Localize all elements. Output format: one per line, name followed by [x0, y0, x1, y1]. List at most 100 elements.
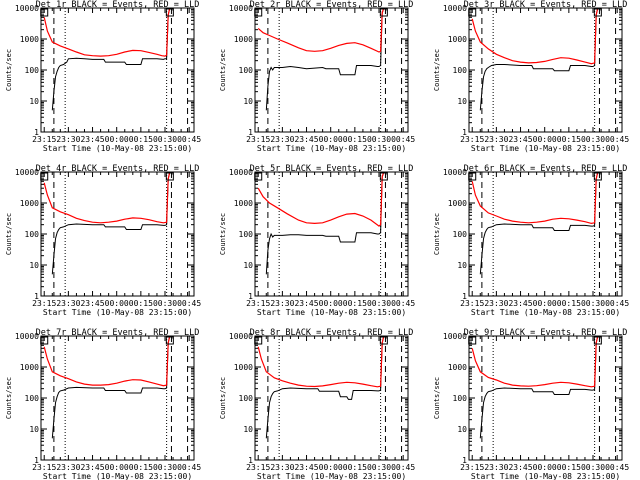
x-axis-label: Start Time (10-May-08 23:15:00) — [43, 472, 192, 480]
x-tick-label: 23:45 — [508, 463, 532, 472]
y-tick-label: 100 — [239, 394, 254, 403]
x-tick-label: 23:15 — [246, 135, 270, 144]
x-tick-label: 00:45 — [605, 463, 629, 472]
y-tick-label: 1000 — [448, 363, 467, 372]
x-axis-label: Start Time (10-May-08 23:15:00) — [257, 308, 406, 317]
events-series-line — [479, 172, 599, 275]
x-tick-label: 00:30 — [367, 463, 391, 472]
panel-title: Det 5r BLACK = Events, RED = LLD — [250, 164, 414, 174]
end-marker — [379, 172, 388, 181]
y-tick-label: 10000 — [443, 332, 467, 341]
events-series-line — [265, 336, 385, 439]
panel-4: 1 10 100 1000 10000 23:15 23:30 23:45 00:00 00:15… — [5, 164, 201, 317]
y-tick-label: 1000 — [234, 363, 253, 372]
x-tick-label: 23:45 — [508, 135, 532, 144]
y-axis-label: Counts/sec — [433, 49, 441, 91]
x-tick-label: 23:30 — [270, 463, 294, 472]
x-tick-label: 00:45 — [605, 299, 629, 308]
x-tick-label: 23:30 — [484, 463, 508, 472]
panel-2: 1 10 100 1000 10000 23:15 23:30 23:45 00:00 00:15… — [219, 0, 415, 153]
y-tick-label: 1 — [248, 292, 253, 301]
x-tick-label: 23:45 — [294, 299, 318, 308]
y-tick-label: 10 — [29, 425, 39, 434]
x-tick-label: 00:30 — [153, 463, 177, 472]
x-tick-label: 23:15 — [32, 299, 56, 308]
panel-title: Det 4r BLACK = Events, RED = LLD — [36, 164, 200, 174]
x-tick-label: 00:45 — [391, 135, 415, 144]
y-tick-label: 1 — [462, 292, 467, 301]
panel-title: Det 6r BLACK = Events, RED = LLD — [464, 164, 628, 174]
y-tick-label: 10000 — [15, 4, 39, 13]
lld-series-line — [257, 336, 385, 388]
y-tick-label: 100 — [25, 394, 40, 403]
x-tick-label: 00:45 — [177, 135, 201, 144]
y-axis-label: Counts/sec — [5, 213, 13, 255]
x-tick-label: 23:30 — [56, 135, 80, 144]
lld-series-line — [43, 172, 171, 224]
x-tick-label: 00:45 — [177, 299, 201, 308]
y-tick-label: 1000 — [448, 35, 467, 44]
x-tick-label: 00:00 — [319, 135, 343, 144]
x-tick-label: 00:15 — [343, 299, 367, 308]
y-axis-label: Counts/sec — [219, 49, 227, 91]
panel-title: Det 1r BLACK = Events, RED = LLD — [36, 0, 200, 10]
x-tick-label: 00:15 — [557, 135, 581, 144]
lld-series-line — [43, 8, 171, 57]
x-tick-label: 00:15 — [129, 135, 153, 144]
x-tick-label: 00:30 — [581, 463, 605, 472]
y-tick-label: 1000 — [20, 363, 39, 372]
x-tick-label: 00:15 — [343, 135, 367, 144]
y-axis-label: Counts/sec — [433, 377, 441, 419]
y-tick-label: 1000 — [20, 35, 39, 44]
y-tick-label: 10000 — [229, 168, 253, 177]
y-axis-label: Counts/sec — [219, 377, 227, 419]
y-axis-label: Counts/sec — [5, 49, 13, 91]
x-tick-label: 23:15 — [32, 463, 56, 472]
y-tick-label: 1 — [34, 456, 39, 465]
x-tick-label: 00:00 — [533, 135, 557, 144]
x-axis-label: Start Time (10-May-08 23:15:00) — [43, 308, 192, 317]
y-tick-label: 10000 — [15, 332, 39, 341]
panel-8: 1 10 100 1000 10000 23:15 23:30 23:45 00:00 00:15… — [219, 328, 415, 480]
x-axis-label: Start Time (10-May-08 23:15:00) — [43, 144, 192, 153]
panel-7: 1 10 100 1000 10000 23:15 23:30 23:45 00:00 00:15… — [5, 328, 201, 480]
y-tick-label: 10000 — [229, 332, 253, 341]
x-tick-label: 00:30 — [581, 135, 605, 144]
x-tick-label: 00:30 — [367, 135, 391, 144]
events-series-line — [479, 8, 599, 111]
x-tick-label: 23:30 — [484, 299, 508, 308]
x-tick-label: 00:30 — [153, 299, 177, 308]
x-tick-label: 23:45 — [80, 463, 104, 472]
x-tick-label: 00:15 — [129, 299, 153, 308]
lld-series-line — [471, 336, 599, 388]
x-tick-label: 00:00 — [319, 463, 343, 472]
x-tick-label: 00:00 — [105, 135, 129, 144]
x-tick-label: 00:15 — [129, 463, 153, 472]
panel-5: 1 10 100 1000 10000 23:15 23:30 23:45 00:00 00:15… — [219, 164, 415, 317]
x-tick-label: 23:30 — [270, 299, 294, 308]
y-tick-label: 10 — [243, 97, 253, 106]
x-tick-label: 00:15 — [557, 299, 581, 308]
panel-title: Det 3r BLACK = Events, RED = LLD — [464, 0, 628, 10]
x-tick-label: 23:45 — [80, 135, 104, 144]
lld-series-line — [257, 8, 385, 53]
x-tick-label: 00:45 — [605, 135, 629, 144]
y-tick-label: 100 — [239, 66, 254, 75]
x-axis-label: Start Time (10-May-08 23:15:00) — [471, 308, 620, 317]
y-tick-label: 10000 — [443, 168, 467, 177]
panel-9: 1 10 100 1000 10000 23:15 23:30 23:45 00:00 00:15… — [433, 328, 629, 480]
y-tick-label: 100 — [453, 394, 468, 403]
x-tick-label: 00:30 — [153, 135, 177, 144]
x-axis-label: Start Time (10-May-08 23:15:00) — [257, 472, 406, 480]
events-series-line — [479, 336, 599, 439]
panel-title: Det 2r BLACK = Events, RED = LLD — [250, 0, 414, 10]
panel-title: Det 9r BLACK = Events, RED = LLD — [464, 328, 628, 338]
events-series-line — [51, 172, 171, 275]
end-marker — [379, 336, 388, 345]
panel-title: Det 8r BLACK = Events, RED = LLD — [250, 328, 414, 338]
x-tick-label: 00:00 — [105, 299, 129, 308]
y-tick-label: 1000 — [20, 199, 39, 208]
y-tick-label: 1 — [248, 128, 253, 137]
panel-6: 1 10 100 1000 10000 23:15 23:30 23:45 00:00 00:15… — [433, 164, 629, 317]
y-tick-label: 1 — [462, 128, 467, 137]
